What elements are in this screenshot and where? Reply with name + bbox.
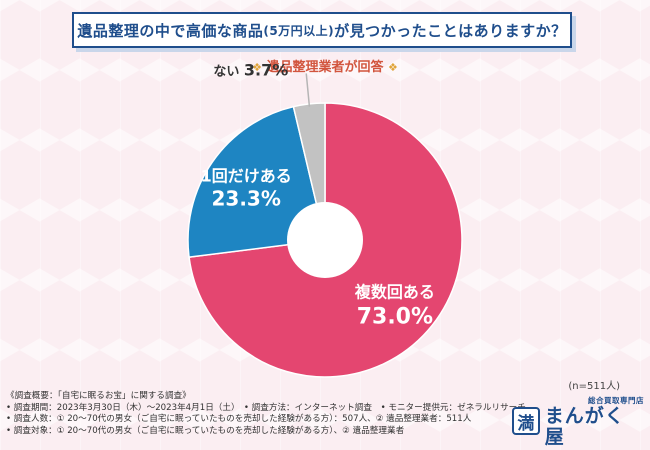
- slice-label: 1回だけある 23.3%: [201, 166, 292, 210]
- sample-size-note: (n=511人): [568, 381, 620, 392]
- footnote-line: • 調査人数：① 20～70代の男女（ご自宅に眠っていたものを売却した経験がある…: [6, 414, 472, 425]
- slice-label: 複数回ある 73.0%: [354, 283, 435, 330]
- logo-mark-icon: 満: [512, 407, 540, 435]
- pie-slice: [187, 105, 326, 259]
- slice-label: ない 3.7%: [213, 60, 288, 79]
- leader-line: [305, 73, 311, 107]
- subtitle-text: 遺品整理業者が回答: [266, 60, 384, 75]
- footnote-line: • 調査期間：2023年3月30日（木）～2023年4月1日（土） • 調査方法…: [6, 402, 526, 413]
- title-text-main: 遺品整理の中で高価な商品: [77, 21, 264, 40]
- donut-hole: [287, 202, 363, 278]
- survey-footnotes: 《調査概要：「自宅に眠るお宝」に関する調査》 • 調査期間：2023年3月30日…: [6, 391, 526, 437]
- diamond-deco-icon: ❖: [388, 61, 398, 74]
- chart-title: 遺品整理の中で高価な商品 (5万円以上) が見つかったことはありますか？: [72, 12, 572, 48]
- brand-logo: 満 総合買取専門店 まんがく屋: [512, 396, 644, 447]
- footnote-line: 《調査概要：「自宅に眠るお宝」に関する調査》: [6, 391, 191, 401]
- diamond-deco-icon: ❖: [252, 61, 262, 74]
- logo-name: まんがく屋: [544, 404, 625, 448]
- title-text-small: (5万円以上): [263, 23, 335, 38]
- footnote-line: • 調査対象：① 20～70代の男女（ご自宅に眠っていたものを売却した経験がある…: [6, 425, 405, 436]
- logo-tagline: 総合買取専門店: [588, 395, 644, 405]
- title-text-end: が見つかったことはありますか？: [334, 21, 567, 40]
- chart-subtitle: ❖ 遺品整理業者が回答 ❖: [0, 56, 650, 75]
